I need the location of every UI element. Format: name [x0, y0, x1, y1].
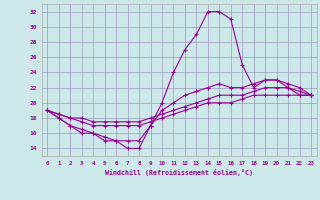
- X-axis label: Windchill (Refroidissement éolien,°C): Windchill (Refroidissement éolien,°C): [105, 169, 253, 176]
